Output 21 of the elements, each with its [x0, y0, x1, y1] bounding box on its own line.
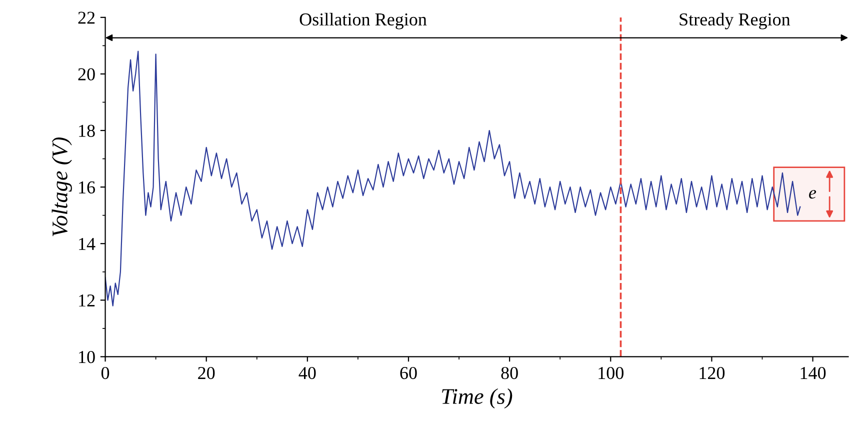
y-tick-label: 12: [79, 294, 95, 306]
y-tick-label: 10: [79, 350, 95, 364]
x-tick-label: 60: [400, 366, 417, 380]
y-tick-label: 18: [79, 124, 95, 137]
x-tick-label: 80: [501, 366, 518, 380]
y-tick-label: 14: [79, 238, 96, 250]
y-tick-label: 16: [79, 181, 96, 194]
line-series: [105, 50, 801, 306]
x-tick-label: 140: [800, 366, 826, 380]
x-tick-label: 40: [298, 366, 316, 380]
band-label: e: [809, 190, 816, 199]
x-tick-label: 100: [598, 366, 624, 380]
y-axis-title: Voltage (V): [52, 137, 72, 236]
x-axis-title: Time (s): [442, 388, 512, 409]
y-tick-label: 20: [78, 68, 95, 80]
annotation: Stready Region: [680, 12, 790, 30]
annotation: Osillation Region: [300, 12, 427, 30]
x-tick-label: 0: [101, 366, 110, 380]
y-tick-label: 22: [78, 12, 95, 24]
x-tick-label: 20: [198, 366, 215, 380]
x-tick-label: 120: [700, 366, 725, 380]
